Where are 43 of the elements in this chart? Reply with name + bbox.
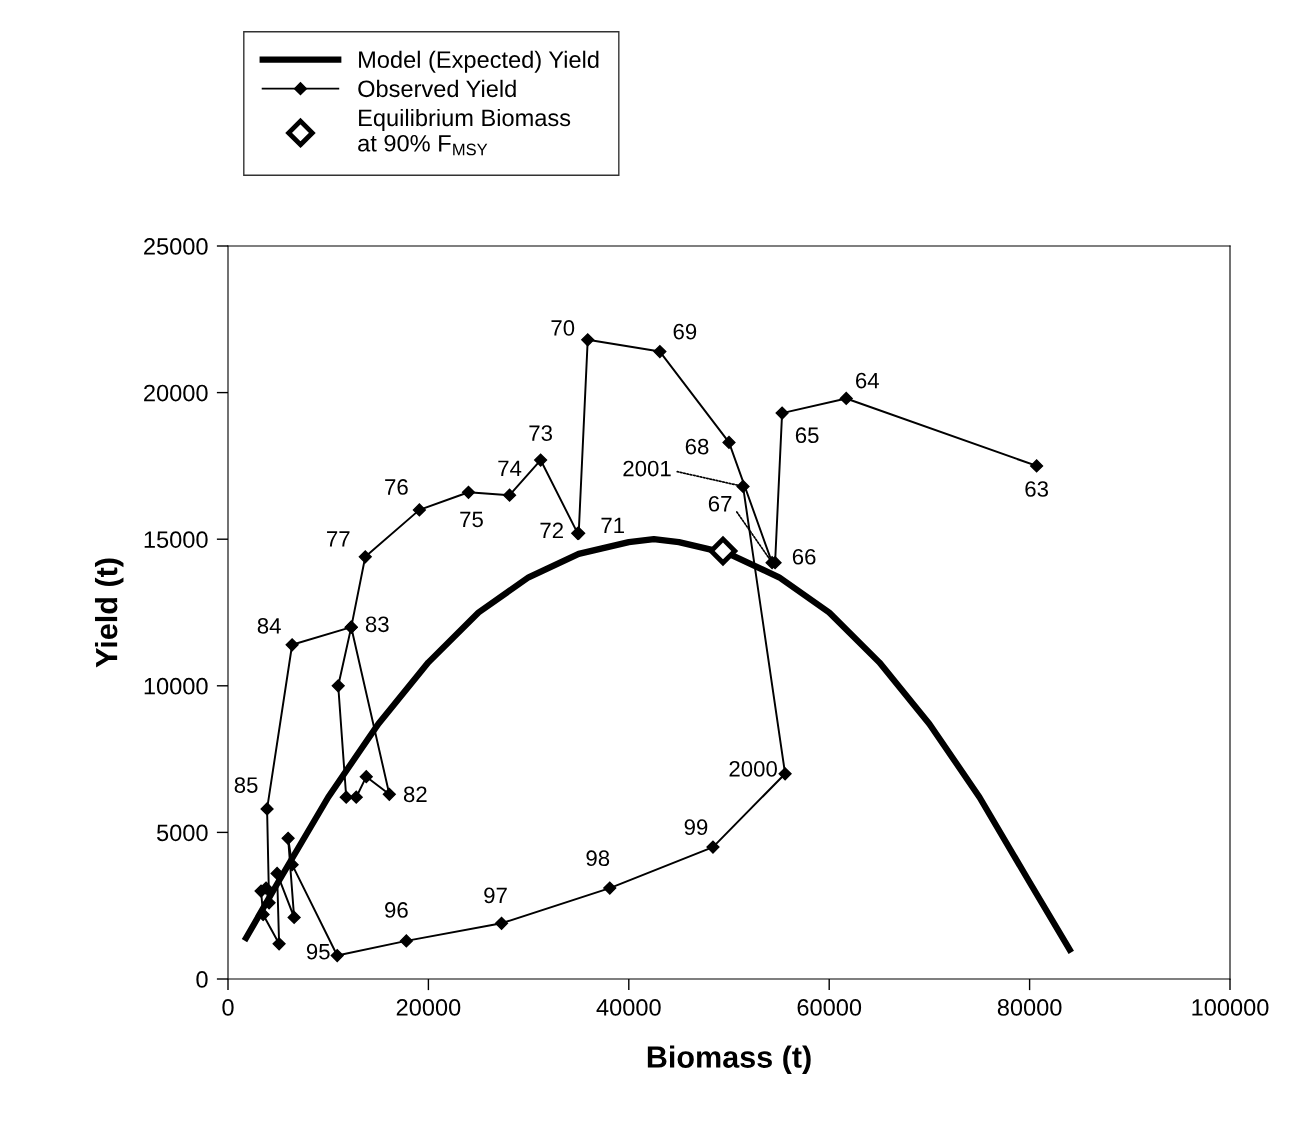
annotation: 65 bbox=[795, 427, 819, 444]
annotation: 67 bbox=[708, 495, 732, 512]
annotation: 95 bbox=[306, 943, 330, 960]
x-tick-label: 60000 bbox=[797, 999, 862, 1016]
annotation: 75 bbox=[460, 511, 483, 528]
annotation: 2001 bbox=[623, 460, 671, 477]
x-tick-label: 0 bbox=[222, 999, 234, 1016]
x-tick-label: 20000 bbox=[396, 999, 461, 1016]
annotation: 72 bbox=[540, 522, 563, 539]
x-tick-label: 40000 bbox=[596, 999, 661, 1016]
annotation: 99 bbox=[684, 819, 708, 836]
legend-label: Observed Yield bbox=[358, 79, 516, 98]
annotation: 98 bbox=[586, 850, 610, 867]
annotation: 73 bbox=[529, 425, 553, 441]
legend-label: Model (Expected) Yield bbox=[359, 50, 599, 73]
y-tick-label: 15000 bbox=[144, 531, 208, 548]
annotation: 76 bbox=[385, 479, 408, 495]
annotation: 70 bbox=[551, 320, 575, 336]
annotation: 96 bbox=[385, 902, 408, 918]
annotation: 63 bbox=[1025, 481, 1048, 497]
annotation: 66 bbox=[792, 548, 816, 565]
y-tick-label: 20000 bbox=[144, 384, 208, 402]
annotation: 2000 bbox=[729, 760, 777, 777]
annotation: 82 bbox=[403, 786, 427, 803]
y-axis-title: Yield (t) bbox=[94, 558, 124, 668]
x-axis-title: Biomass (t) bbox=[647, 1045, 811, 1074]
annotation: 69 bbox=[673, 323, 697, 340]
y-tick-label: 0 bbox=[196, 971, 208, 988]
annotation: 64 bbox=[856, 372, 879, 389]
annotation: 97 bbox=[484, 887, 507, 904]
annotation: 83 bbox=[365, 616, 389, 633]
y-tick-label: 10000 bbox=[144, 677, 208, 695]
y-tick-label: 5000 bbox=[156, 824, 208, 842]
x-tick-label: 100000 bbox=[1192, 999, 1269, 1016]
x-tick-label: 80000 bbox=[997, 999, 1062, 1016]
annotation: 85 bbox=[234, 777, 258, 793]
annotation: 77 bbox=[327, 531, 350, 547]
annotation: 74 bbox=[498, 460, 522, 476]
legend-label: Equilibrium Biomass at 90% F$_{MSY}$ bbox=[358, 108, 571, 156]
annotation: 68 bbox=[685, 438, 709, 455]
y-tick-label: 25000 bbox=[144, 238, 208, 255]
annotation: 71 bbox=[601, 517, 624, 534]
annotation: 84 bbox=[257, 617, 281, 634]
